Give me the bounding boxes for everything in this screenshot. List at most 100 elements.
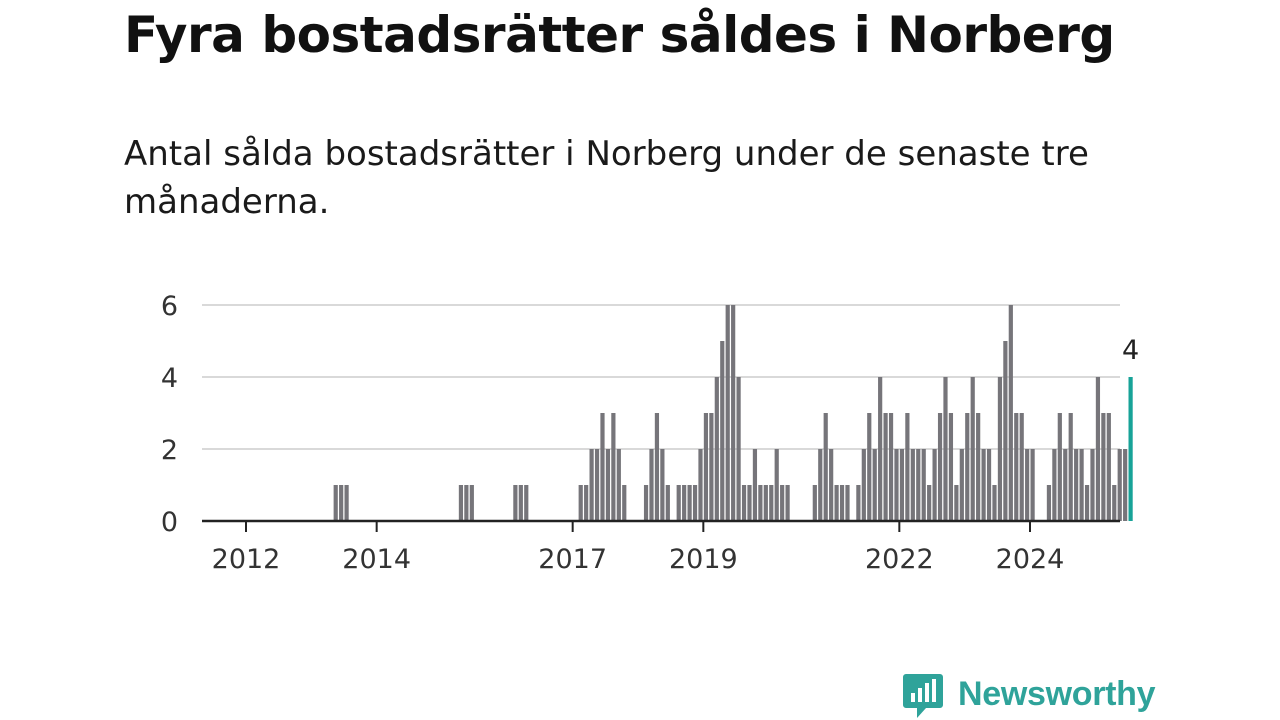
- bar: [458, 485, 464, 521]
- bar: [589, 449, 594, 521]
- bar: [518, 485, 523, 521]
- bar: [878, 377, 883, 521]
- bar: [943, 377, 948, 521]
- bar: [834, 485, 839, 521]
- bar: [948, 413, 954, 521]
- bar: [856, 485, 861, 521]
- bar: [965, 413, 970, 521]
- bar: [888, 413, 894, 521]
- bar: [578, 485, 583, 521]
- bar: [785, 485, 790, 521]
- bar: [774, 449, 779, 521]
- bar: [736, 377, 741, 521]
- bar: [703, 413, 709, 521]
- y-tick-label: 6: [161, 291, 178, 322]
- bar-highlight: [1128, 377, 1133, 521]
- x-tick-label: 2014: [342, 544, 411, 575]
- bar: [1025, 449, 1030, 521]
- bar: [339, 485, 344, 521]
- bar: [676, 485, 681, 521]
- bar: [709, 413, 714, 521]
- bar: [1003, 341, 1008, 521]
- bar: [698, 449, 703, 521]
- bar: [524, 485, 529, 521]
- newsworthy-logo-icon: [903, 674, 943, 718]
- bar: [1019, 413, 1024, 521]
- bar-chart: 0 2 4 6 2012 2014 2017 2019 2022 2024 4: [161, 291, 1139, 575]
- bar: [954, 485, 959, 521]
- x-tick-label: 2024: [996, 544, 1065, 575]
- bar: [758, 485, 763, 521]
- bar: [714, 377, 719, 521]
- bar: [1030, 449, 1035, 521]
- brand-name: Newsworthy: [958, 674, 1156, 713]
- bar: [986, 449, 992, 521]
- bar: [910, 449, 915, 521]
- bar: [899, 449, 905, 521]
- x-tick-label: 2022: [865, 544, 934, 575]
- bar: [616, 449, 621, 521]
- bar: [344, 485, 349, 521]
- bar: [818, 449, 823, 521]
- bar: [1074, 449, 1079, 521]
- bar: [1117, 449, 1122, 521]
- gridlines: [202, 304, 1120, 450]
- x-tick-label: 2019: [669, 544, 738, 575]
- bar: [894, 449, 899, 521]
- bar: [1123, 449, 1128, 521]
- bar: [1106, 413, 1111, 521]
- bar: [333, 485, 338, 521]
- bar: [1068, 413, 1073, 521]
- bar: [823, 413, 828, 521]
- bar: [594, 449, 600, 521]
- bar: [1084, 485, 1090, 521]
- bar: [883, 413, 888, 521]
- bar: [845, 485, 850, 521]
- bar: [649, 449, 654, 521]
- y-tick-label: 4: [161, 363, 178, 394]
- tick-labels: 0 2 4 6 2012 2014 2017 2019 2022 2024 4: [161, 291, 1139, 575]
- bar: [905, 413, 910, 521]
- bar: [464, 485, 469, 521]
- chart-subtitle: Antal sålda bostadsrätter i Norberg unde…: [124, 134, 1089, 222]
- bar: [1014, 413, 1019, 521]
- x-tick-label: 2012: [212, 544, 281, 575]
- bar: [1052, 449, 1057, 521]
- bar: [1063, 449, 1068, 521]
- bar: [839, 485, 845, 521]
- bar: [747, 485, 752, 521]
- bar: [812, 485, 817, 521]
- bar: [916, 449, 921, 521]
- bar: [1101, 413, 1106, 521]
- bar: [861, 449, 866, 521]
- bar: [981, 449, 986, 521]
- bar: [1008, 305, 1013, 521]
- bar: [829, 449, 834, 521]
- y-tick-label: 0: [161, 507, 178, 538]
- bar: [752, 449, 758, 521]
- bar: [932, 449, 937, 521]
- bar: [720, 341, 725, 521]
- bar: [1112, 485, 1117, 521]
- bar: [872, 449, 877, 521]
- bar: [660, 449, 665, 521]
- bar: [741, 485, 747, 521]
- bar: [921, 449, 926, 521]
- bar: [665, 485, 670, 521]
- bar: [937, 413, 943, 521]
- bar: [1046, 485, 1052, 521]
- bar: [622, 485, 627, 521]
- bar: [725, 305, 730, 521]
- bar: [1090, 449, 1095, 521]
- bar: [780, 485, 785, 521]
- bar: [1079, 449, 1084, 521]
- page-title: Fyra bostadsrätter såldes i Norberg: [124, 6, 1115, 64]
- bar: [611, 413, 616, 521]
- bar: [513, 485, 518, 521]
- bar: [584, 485, 589, 521]
- bar: [692, 485, 698, 521]
- bar-value-label: 4: [1122, 335, 1139, 366]
- bar: [970, 377, 975, 521]
- bar: [605, 449, 611, 521]
- bar: [731, 305, 736, 521]
